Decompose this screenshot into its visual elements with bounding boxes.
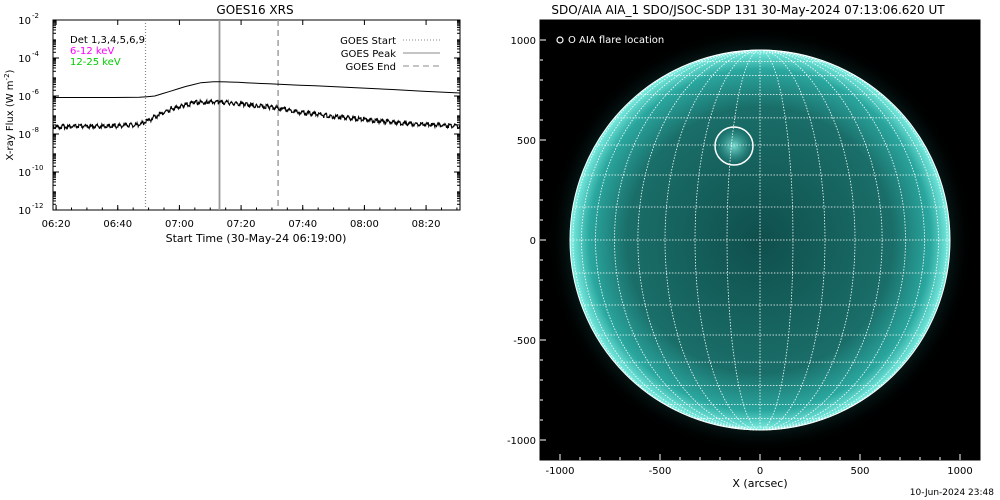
goes-legend-label: GOES End xyxy=(346,62,396,73)
heliographic-grid xyxy=(570,49,950,431)
flare-brightening xyxy=(714,126,754,166)
goes-y-tick-exponent: -4 xyxy=(32,50,40,58)
goes-y-tick-label: 10 xyxy=(18,168,31,179)
aia-y-tick-label: -1000 xyxy=(507,436,536,447)
goes-x-tick-label: 08:20 xyxy=(412,219,441,230)
aia-image-title: SDO/AIA AIA_1 SDO/JSOC-SDP 131 30-May-20… xyxy=(551,3,945,17)
goes-chart-title: GOES16 XRS xyxy=(216,3,293,17)
goes-y-tick-label: 10 xyxy=(18,130,31,141)
goes-x-tick-label: 07:40 xyxy=(288,219,317,230)
goes-legend-label: GOES Peak xyxy=(341,49,396,60)
aia-x-axis-label: X (arcsec) xyxy=(732,477,787,490)
solar-limb xyxy=(569,49,951,431)
aia-y-tick-label: -500 xyxy=(513,336,536,347)
goes-flux-series-2 xyxy=(52,98,461,131)
longitude-line xyxy=(581,49,761,431)
goes-y-tick-exponent: -2 xyxy=(32,12,39,20)
aia-legend-text: O AIA flare location xyxy=(568,35,664,46)
flare-location-circle xyxy=(714,126,754,166)
generation-timestamp: 10-Jun-2024 23:48 xyxy=(909,488,994,498)
goes-y-tick-label: 10 xyxy=(18,54,31,65)
goes-x-tick-label: 06:40 xyxy=(103,219,132,230)
legend-circle-icon xyxy=(556,36,564,44)
goes-y-axis-label: X-ray Flux (W m-2) xyxy=(3,69,16,160)
goes-x-tick-label: 07:00 xyxy=(165,219,194,230)
aia-y-tick-label: 500 xyxy=(517,136,536,147)
aia-y-tick-label: 0 xyxy=(530,236,536,247)
goes-y-tick-label: 10 xyxy=(18,92,31,103)
longitude-line xyxy=(694,49,761,431)
goes-channel-label: 12-25 keV xyxy=(70,57,121,68)
aia-x-tick-label: 500 xyxy=(850,466,869,477)
goes-y-tick-exponent: -6 xyxy=(32,88,40,96)
goes-flux-series-1 xyxy=(53,81,461,98)
goes-x-tick-label: 06:20 xyxy=(42,219,71,230)
goes-y-tick-exponent: -12 xyxy=(32,202,43,210)
goes-x-tick-label: 07:20 xyxy=(227,219,256,230)
goes-x-axis-label: Start Time (30-May-24 06:19:00) xyxy=(166,232,347,245)
aia-y-tick-label: 1000 xyxy=(511,36,536,47)
goes-y-tick-exponent: -8 xyxy=(32,126,39,134)
goes-channel-label: 6-12 keV xyxy=(70,46,114,57)
goes-y-tick-exponent: -10 xyxy=(32,164,43,172)
aia-x-tick-label: 0 xyxy=(757,466,763,477)
aia-x-tick-label: -1000 xyxy=(545,466,574,477)
longitude-line xyxy=(759,49,906,431)
aia-x-tick-label: 1000 xyxy=(947,466,972,477)
goes-x-tick-label: 08:00 xyxy=(350,219,379,230)
goes-xrs-chart: GOES16 XRS 06:20 06:40 07:00 07:20 07:40 08:0… xyxy=(3,3,461,245)
aia-x-tick-label: -500 xyxy=(649,466,672,477)
goes-legend-label: GOES Start xyxy=(340,36,396,47)
aia-sun-image: SDO/AIA AIA_1 SDO/JSOC-SDP 131 30-May-20… xyxy=(507,3,981,490)
goes-y-tick-label: 10 xyxy=(18,16,31,27)
goes-channel-label: Det 1,3,4,5,6,9 xyxy=(70,35,145,46)
goes-y-tick-label: 10 xyxy=(18,206,31,217)
